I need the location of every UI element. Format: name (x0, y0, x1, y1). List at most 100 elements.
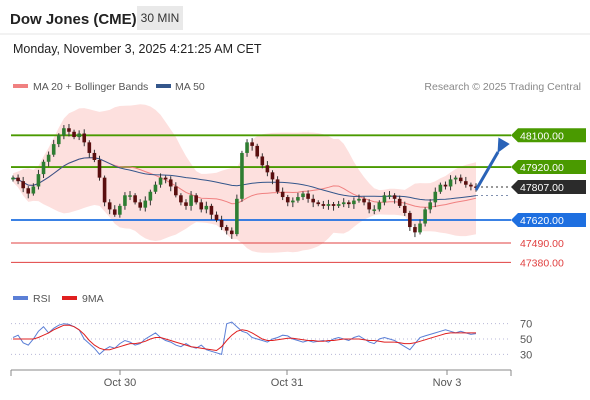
candle-body (51, 144, 56, 155)
candle-body (199, 202, 204, 210)
candle-body (392, 195, 397, 199)
level-tag-text-5: 47380.00 (520, 257, 564, 269)
candle-body (36, 174, 41, 187)
candle-body (453, 177, 458, 180)
rsi-tick-label-1: 50 (520, 334, 532, 346)
candle-body (296, 197, 300, 201)
candle-body (168, 179, 173, 187)
candle-body (16, 177, 20, 182)
candle-body (235, 198, 239, 235)
candle-body (265, 165, 270, 173)
candle-body (138, 202, 142, 208)
level-tag-bg-1 (511, 160, 586, 175)
candle-body (148, 191, 153, 201)
candle-body (347, 202, 351, 205)
candle-body (433, 191, 438, 203)
level-tag-bg-0 (511, 128, 586, 143)
level-tag-text-1: 47920.00 (520, 162, 564, 174)
candle-body (97, 160, 102, 178)
candle-body (87, 142, 92, 153)
candle-body (11, 177, 15, 180)
candle-body (387, 195, 392, 197)
header-bar (0, 0, 590, 34)
candle-body (62, 128, 66, 136)
candle-body (326, 204, 331, 206)
candle-body (194, 195, 198, 203)
candle-body (280, 191, 285, 198)
candle-body (214, 214, 219, 220)
candle-body (118, 205, 122, 215)
level-tag-text-4: 47490.00 (520, 238, 564, 250)
candle-body (184, 202, 188, 206)
candle-body (428, 202, 433, 210)
candle-body (174, 186, 178, 196)
datetime-subtitle: Monday, November 3, 2025 4:21:25 AM CET (13, 42, 262, 56)
candle-body (275, 179, 280, 192)
candle-body (245, 142, 249, 153)
rsi-tick-label-2: 30 (520, 349, 532, 361)
candle-body (438, 184, 443, 192)
candle-body (418, 223, 422, 233)
candle-body (219, 220, 224, 228)
ma9-legend-label: 9MA (82, 293, 104, 305)
candle-body (204, 205, 209, 210)
level-tag-text-3: 47620.00 (520, 215, 564, 227)
ma9-legend-swatch (62, 296, 77, 300)
projection-arrow-line (474, 151, 500, 191)
candle-body (158, 177, 163, 185)
rsi-lines (12, 321, 477, 356)
ma20-legend-label: MA 20 + Bollinger Bands (33, 81, 148, 93)
candle-body (301, 193, 305, 198)
candle-body (41, 161, 46, 175)
ma50-legend-label: MA 50 (175, 81, 205, 93)
level-tag-bg-3 (511, 213, 586, 227)
candle-body (107, 202, 112, 210)
x-tick-label-1: Oct 31 (271, 377, 303, 389)
candle-body (209, 205, 214, 215)
level-tag-text-0: 48100.00 (520, 130, 564, 142)
candle-body (306, 193, 310, 199)
candle-body (224, 227, 229, 231)
candle-body (291, 200, 295, 203)
candle-body (21, 181, 25, 189)
level-tag-bg-2 (511, 180, 586, 194)
candle-body (413, 227, 417, 233)
timeframe-badge-bg[interactable] (137, 6, 183, 30)
candle-body (260, 156, 265, 166)
instrument-title: Dow Jones (CME) (10, 11, 137, 28)
candle-body (382, 195, 387, 203)
candle-body (397, 198, 402, 206)
candle-body (357, 198, 361, 201)
candle-body (372, 209, 377, 211)
rsi-tick-label-0: 70 (520, 319, 532, 331)
candle-body (458, 177, 463, 182)
candle-body (362, 198, 366, 203)
candle-body (128, 195, 132, 197)
candle-body (321, 204, 326, 206)
candle-body (102, 177, 107, 203)
candle-body (179, 195, 183, 203)
level-tags: 48100.00 47920.00 47807.00 47620.00 47490.00… (511, 128, 586, 269)
rsi-legend-swatch (13, 296, 28, 300)
candle-body (285, 197, 290, 203)
candle-body (133, 195, 137, 203)
candle-body (270, 172, 275, 180)
candle-body (240, 152, 244, 199)
candle-body (163, 177, 168, 180)
candle-body (331, 204, 336, 206)
candle-body (336, 204, 341, 206)
candle-body (82, 133, 87, 143)
candle-body (423, 209, 427, 224)
rsi-ma9-line (13, 324, 476, 352)
candle-body (402, 205, 407, 213)
candle-body (255, 145, 260, 157)
candle-body (72, 131, 76, 138)
x-axis-ticks: Oct 30 Oct 31 Nov 3 (104, 370, 461, 389)
timeframe-label[interactable]: 30 MIN (141, 11, 180, 25)
credit-text: Research © 2025 Trading Central (424, 81, 581, 93)
bollinger-band-fill (13, 104, 476, 253)
candle-body (153, 184, 158, 192)
candle-body (443, 184, 448, 187)
candle-body (469, 184, 473, 187)
